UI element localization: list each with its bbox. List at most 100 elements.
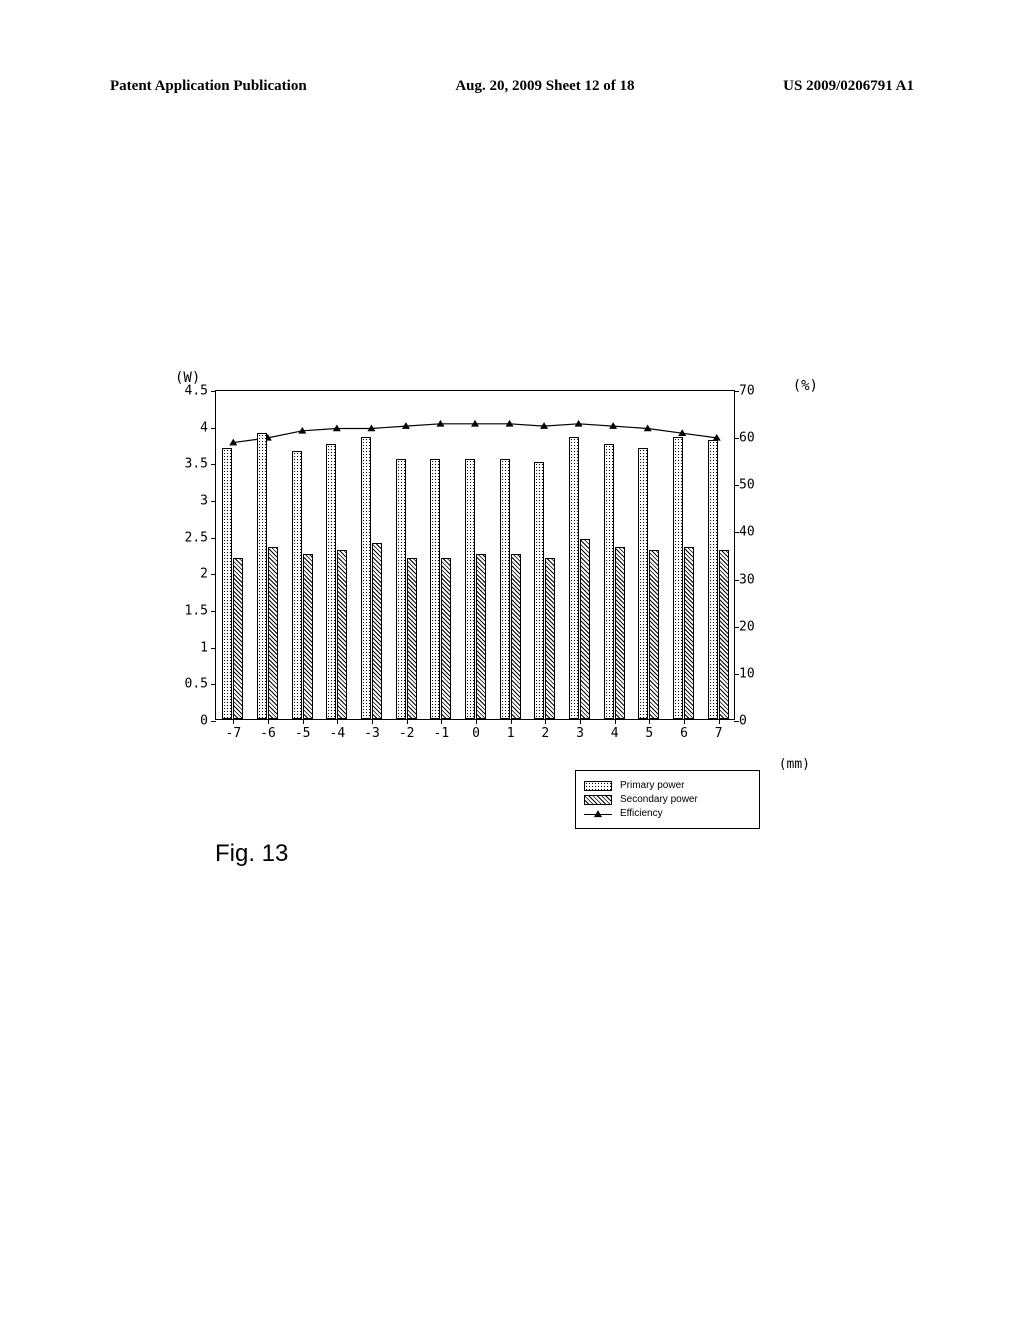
x-tick <box>684 719 685 724</box>
x-unit: (mm) <box>779 757 810 772</box>
y-right-label: 40 <box>739 525 764 540</box>
x-tick <box>233 719 234 724</box>
y-left-tick <box>211 464 216 465</box>
bar-group <box>465 459 487 719</box>
secondary-power-bar <box>303 554 313 719</box>
primary-power-bar <box>708 440 718 719</box>
x-tick <box>372 719 373 724</box>
y-left-tick <box>211 391 216 392</box>
plot-area: 00.511.522.533.544.5010203040506070-7-6-… <box>215 390 735 720</box>
y-left-tick <box>211 648 216 649</box>
y-right-label: 60 <box>739 431 764 446</box>
primary-power-bar <box>569 437 579 719</box>
y-left-label: 0 <box>176 714 208 729</box>
bar-group <box>673 437 695 719</box>
x-tick <box>719 719 720 724</box>
bar-group <box>638 448 660 719</box>
primary-power-bar <box>430 459 440 719</box>
secondary-power-bar <box>580 539 590 719</box>
legend: Primary power Secondary power Efficiency <box>575 770 760 829</box>
y-left-label: 3.5 <box>176 457 208 472</box>
y-left-tick <box>211 611 216 612</box>
legend-swatch-primary <box>584 781 612 791</box>
x-label: 7 <box>715 726 723 741</box>
x-tick <box>303 719 304 724</box>
y-right-label: 20 <box>739 619 764 634</box>
y-left-label: 4.5 <box>176 384 208 399</box>
y-left-label: 1 <box>176 640 208 655</box>
y-left-tick <box>211 501 216 502</box>
primary-power-bar <box>361 437 371 719</box>
bar-group <box>500 459 522 719</box>
x-tick <box>476 719 477 724</box>
bar-group <box>326 444 348 719</box>
y-left-label: 2 <box>176 567 208 582</box>
y-left-tick <box>211 428 216 429</box>
x-label: 3 <box>576 726 584 741</box>
x-label: -3 <box>364 726 380 741</box>
bar-group <box>569 437 591 719</box>
bar-group <box>430 459 452 719</box>
x-label: 6 <box>680 726 688 741</box>
legend-item-secondary: Secondary power <box>584 794 751 805</box>
secondary-power-bar <box>337 550 347 719</box>
x-tick <box>407 719 408 724</box>
primary-power-bar <box>326 444 336 719</box>
x-tick <box>615 719 616 724</box>
page-header: Patent Application Publication Aug. 20, … <box>110 78 914 95</box>
x-tick <box>441 719 442 724</box>
header-center: Aug. 20, 2009 Sheet 12 of 18 <box>455 78 634 95</box>
primary-power-bar <box>638 448 648 719</box>
primary-power-bar <box>534 462 544 719</box>
y-left-label: 2.5 <box>176 530 208 545</box>
primary-power-bar <box>604 444 614 719</box>
secondary-power-bar <box>684 547 694 719</box>
x-label: 2 <box>541 726 549 741</box>
x-tick <box>580 719 581 724</box>
header-right: US 2009/0206791 A1 <box>783 78 914 95</box>
secondary-power-bar <box>615 547 625 719</box>
primary-power-bar <box>257 433 267 719</box>
x-tick <box>268 719 269 724</box>
y-right-label: 30 <box>739 572 764 587</box>
bar-group <box>222 448 244 719</box>
legend-item-efficiency: Efficiency <box>584 808 751 819</box>
secondary-power-bar <box>511 554 521 719</box>
bar-group <box>604 444 626 719</box>
legend-swatch-secondary <box>584 795 612 805</box>
y-left-tick <box>211 721 216 722</box>
secondary-power-bar <box>407 558 417 719</box>
secondary-power-bar <box>476 554 486 719</box>
y-left-label: 1.5 <box>176 604 208 619</box>
primary-power-bar <box>222 448 232 719</box>
chart: (W) (%) 00.511.522.533.544.5010203040506… <box>180 390 770 750</box>
bar-group <box>257 433 279 719</box>
x-label: -5 <box>295 726 311 741</box>
secondary-power-bar <box>233 558 243 719</box>
figure-label: Fig. 13 <box>215 840 288 868</box>
legend-label: Secondary power <box>620 794 698 805</box>
bar-group <box>534 462 556 719</box>
y-right-label: 70 <box>739 384 764 399</box>
x-label: -1 <box>434 726 450 741</box>
y-right-unit: (%) <box>793 378 818 394</box>
x-label: -4 <box>330 726 346 741</box>
x-label: 0 <box>472 726 480 741</box>
primary-power-bar <box>500 459 510 719</box>
y-right-label: 50 <box>739 478 764 493</box>
bar-group <box>708 440 730 719</box>
y-left-label: 0.5 <box>176 677 208 692</box>
bar-group <box>396 459 418 719</box>
y-left-label: 3 <box>176 494 208 509</box>
x-tick <box>649 719 650 724</box>
x-tick <box>545 719 546 724</box>
primary-power-bar <box>465 459 475 719</box>
secondary-power-bar <box>719 550 729 719</box>
primary-power-bar <box>673 437 683 719</box>
y-left-tick <box>211 684 216 685</box>
y-left-tick <box>211 538 216 539</box>
bar-group <box>361 437 383 719</box>
x-label: 4 <box>611 726 619 741</box>
primary-power-bar <box>292 451 302 719</box>
x-label: 1 <box>507 726 515 741</box>
